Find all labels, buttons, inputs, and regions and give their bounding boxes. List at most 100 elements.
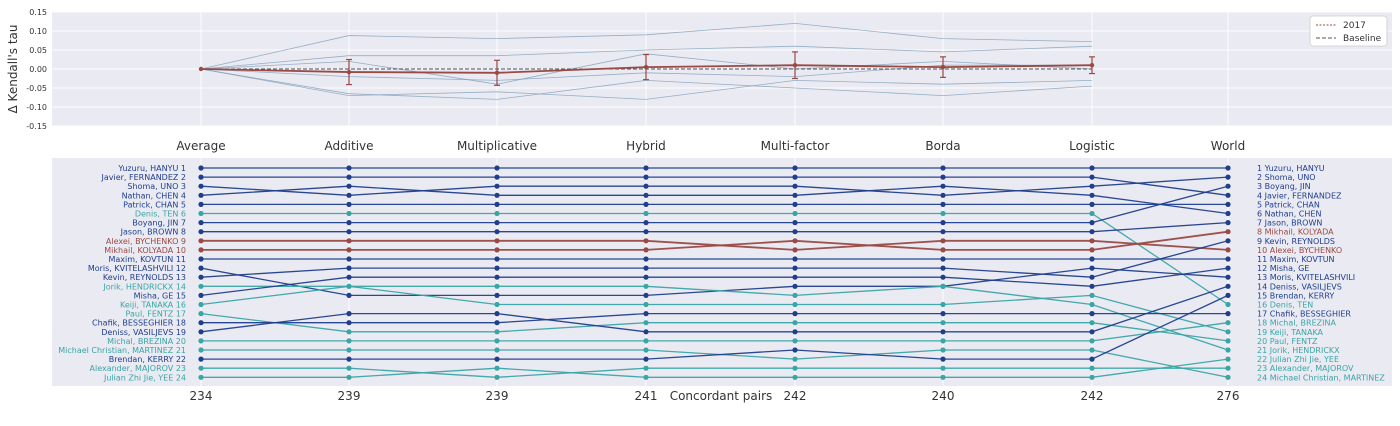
skater-rank-point bbox=[346, 311, 352, 317]
series-2017-point bbox=[940, 64, 946, 70]
skater-rank-point bbox=[1225, 274, 1231, 280]
right-skater-label: 3 Boyang, JIN bbox=[1257, 182, 1311, 191]
right-skater-label: 8 Mikhail, KOLYADA bbox=[1257, 228, 1334, 237]
right-skater-label: 2 Shoma, UNO bbox=[1257, 173, 1316, 182]
skater-rank-point bbox=[494, 265, 500, 271]
series-2017-point bbox=[494, 70, 500, 76]
skater-rank-point bbox=[1089, 329, 1095, 335]
skater-rank-point bbox=[1089, 238, 1095, 244]
skater-rank-point bbox=[346, 229, 352, 235]
right-skater-label: 21 Jorik, HENDRICKX bbox=[1257, 346, 1340, 355]
skater-rank-point bbox=[1225, 265, 1231, 271]
skater-rank-point bbox=[198, 338, 204, 344]
skater-rank-point bbox=[940, 210, 946, 217]
skater-rank-point bbox=[1225, 238, 1231, 244]
concordant-pair-label: 241 bbox=[635, 389, 658, 403]
skater-rank-point bbox=[346, 210, 352, 217]
right-skater-label: 17 Chafik, BESSEGHIER bbox=[1257, 310, 1351, 319]
skater-rank-point bbox=[940, 174, 946, 180]
left-skater-label: Jason, BROWN 8 bbox=[120, 228, 186, 237]
left-skater-label: Paul, FENTZ 17 bbox=[126, 310, 186, 319]
rank-lines bbox=[198, 165, 1231, 380]
skater-rank-point bbox=[494, 320, 500, 326]
skater-rank-point bbox=[494, 201, 500, 207]
skater-rank-point bbox=[494, 165, 500, 171]
skater-rank-line bbox=[201, 285, 1229, 351]
skater-rank-point bbox=[494, 347, 500, 353]
skater-rank-point bbox=[1089, 292, 1095, 298]
skater-rank-point bbox=[940, 356, 946, 362]
series-2017-point bbox=[643, 64, 649, 70]
left-skater-label: Chafik, BESSEGHIER 18 bbox=[92, 319, 186, 328]
skater-rank-point bbox=[346, 329, 352, 335]
right-skater-label: 5 Patrick, CHAN bbox=[1257, 200, 1320, 209]
x-axis-label: Concordant pairs bbox=[670, 389, 773, 403]
category-label: Logistic bbox=[1069, 139, 1115, 153]
left-skater-label: Nathan, CHEN 4 bbox=[122, 191, 186, 200]
series-2017-point bbox=[792, 62, 798, 68]
skater-rank-point bbox=[1225, 311, 1231, 317]
skater-rank-point bbox=[940, 201, 946, 207]
skater-rank-point bbox=[346, 220, 352, 226]
skater-rank-point bbox=[494, 365, 500, 371]
concordant-pair-label: 239 bbox=[486, 389, 509, 403]
skater-rank-point bbox=[1225, 256, 1231, 262]
skater-rank-point bbox=[346, 256, 352, 262]
skater-rank-point bbox=[494, 220, 500, 226]
skater-rank-point bbox=[792, 374, 798, 380]
skater-rank-point bbox=[940, 311, 946, 317]
skater-rank-point bbox=[792, 356, 798, 362]
skater-rank-point bbox=[940, 365, 946, 371]
skater-rank-point bbox=[198, 165, 204, 171]
top-y-ticks: 0.15 0.10 0.05 0.00 -0.05 -0.10 -0.15 bbox=[26, 8, 47, 131]
skater-rank-point bbox=[1089, 265, 1095, 271]
skater-rank-point bbox=[1225, 220, 1231, 226]
skater-rank-point bbox=[1225, 183, 1231, 189]
skater-rank-point bbox=[198, 347, 204, 353]
skater-rank-point bbox=[1225, 201, 1231, 207]
left-skater-label: Jorik, HENDRICKX 14 bbox=[102, 282, 186, 291]
skater-rank-point bbox=[643, 301, 649, 308]
right-skater-label: 12 Misha, GE bbox=[1257, 264, 1309, 273]
y-tick-label: 0.15 bbox=[29, 8, 47, 17]
skater-rank-point bbox=[494, 338, 500, 344]
left-skater-label: Keiji, TANAKA 16 bbox=[120, 301, 186, 310]
skater-rank-point bbox=[792, 292, 798, 298]
skater-rank-point bbox=[643, 329, 649, 335]
skater-rank-point bbox=[940, 301, 946, 308]
skater-rank-point bbox=[940, 374, 946, 380]
skater-rank-line bbox=[201, 221, 1229, 233]
skater-rank-point bbox=[792, 247, 798, 253]
skater-rank-point bbox=[1225, 338, 1231, 344]
concordant-pair-label: 276 bbox=[1217, 389, 1240, 403]
skater-rank-point bbox=[940, 183, 946, 189]
skater-rank-point bbox=[792, 338, 798, 344]
skater-rank-point bbox=[643, 192, 649, 198]
skater-rank-line bbox=[201, 358, 1229, 378]
skater-rank-line bbox=[201, 322, 1229, 342]
skater-rank-point bbox=[940, 347, 946, 353]
skater-rank-point bbox=[940, 247, 946, 253]
skater-rank-point bbox=[1225, 283, 1231, 289]
skater-rank-point bbox=[643, 265, 649, 271]
skater-rank-line bbox=[200, 285, 1229, 333]
skater-rank-point bbox=[1089, 320, 1095, 326]
skater-rank-point bbox=[494, 238, 500, 244]
skater-rank-point bbox=[1089, 338, 1095, 344]
season-line bbox=[200, 22, 1093, 70]
skater-rank-point bbox=[1225, 165, 1231, 171]
skater-rank-point bbox=[494, 247, 500, 253]
skater-rank-point bbox=[643, 338, 649, 344]
y-tick-label: 0.00 bbox=[29, 65, 47, 74]
skater-rank-point bbox=[198, 210, 204, 217]
skater-rank-point bbox=[940, 256, 946, 262]
skater-rank-point bbox=[198, 201, 204, 207]
skater-rank-point bbox=[346, 356, 352, 362]
skater-rank-line bbox=[201, 212, 1229, 306]
skater-rank-point bbox=[1089, 192, 1095, 198]
skater-rank-point bbox=[1225, 320, 1231, 326]
skater-rank-line bbox=[200, 267, 1229, 297]
skater-rank-point bbox=[792, 201, 798, 207]
